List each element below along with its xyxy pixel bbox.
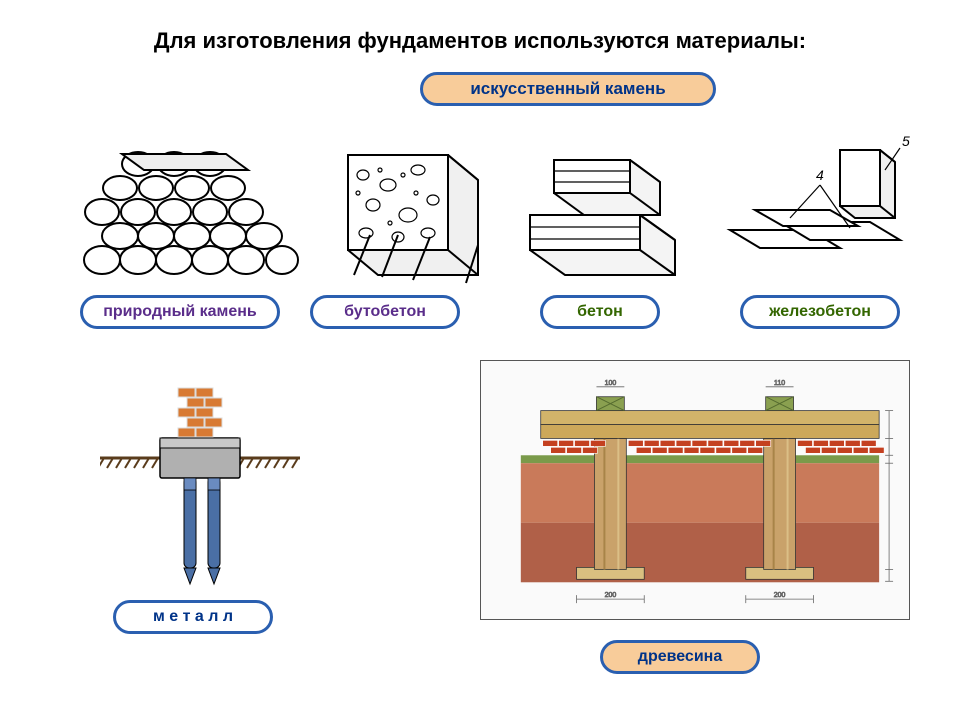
- zhelezobeton-illustration: 4 5: [720, 130, 920, 280]
- svg-text:110: 110: [774, 380, 785, 387]
- pill-butobeton: бутобетон: [310, 295, 460, 329]
- pill-zhelezobeton: железобетон: [740, 295, 900, 329]
- page-title: Для изготовления фундаментов используютс…: [0, 28, 960, 54]
- pill-label: м е т а л л: [153, 608, 233, 626]
- pill-drevesina: древесина: [600, 640, 760, 674]
- pill-label: бутобетон: [344, 303, 426, 321]
- butobeton-illustration: [318, 125, 498, 285]
- pill-label: бетон: [577, 303, 623, 321]
- pill-label: искусственный камень: [470, 79, 665, 99]
- pill-metall: м е т а л л: [113, 600, 273, 634]
- wood-foundation-illustration: 200 200 100 110: [481, 361, 909, 619]
- pill-label: железобетон: [769, 303, 871, 321]
- stage: Для изготовления фундаментов используютс…: [0, 0, 960, 720]
- leader-4: 4: [816, 167, 824, 183]
- svg-text:200: 200: [605, 592, 617, 599]
- svg-text:100: 100: [605, 380, 617, 387]
- wood-foundation-box: 200 200 100 110: [480, 360, 910, 620]
- metall-illustration: [100, 360, 300, 590]
- natural-stone-illustration: [80, 120, 300, 280]
- pill-label: природный камень: [103, 303, 257, 321]
- pill-artificial-stone: искусственный камень: [420, 72, 716, 106]
- beton-illustration: [520, 120, 700, 280]
- pill-natural-stone: природный камень: [80, 295, 280, 329]
- pill-beton: бетон: [540, 295, 660, 329]
- leader-5: 5: [902, 133, 910, 149]
- pill-label: древесина: [638, 648, 722, 666]
- svg-text:200: 200: [774, 592, 786, 599]
